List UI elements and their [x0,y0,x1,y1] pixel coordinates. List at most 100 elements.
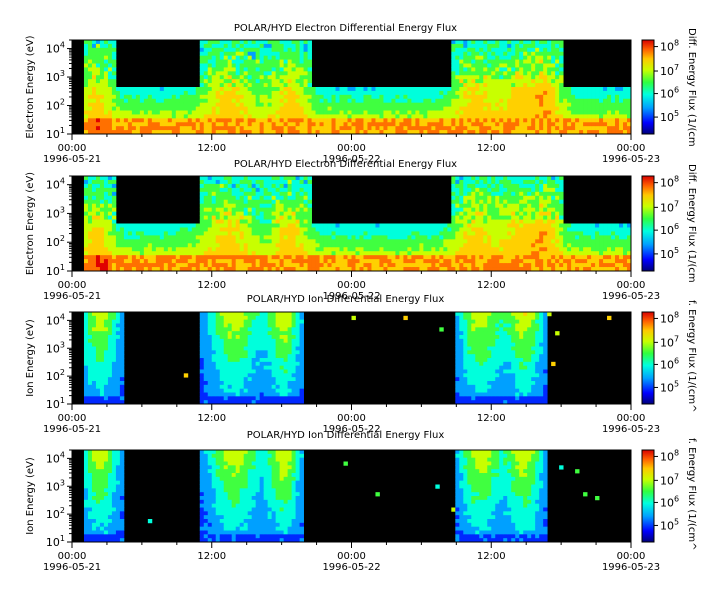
spectrogram-cell [195,259,201,264]
spectrogram-cell [303,59,308,64]
spectrogram-cell [551,126,556,131]
spectrogram-cell [335,118,340,123]
spectrogram-cell [487,183,492,189]
spectrogram-cell [279,255,285,260]
spectrogram-cell [199,98,205,104]
spectrogram-cell [307,259,312,264]
spectrogram-cell [535,59,540,64]
spectrogram-cell [103,231,109,236]
spectrogram-cell [239,102,245,107]
spectrogram-cell [219,98,225,104]
spectrogram-cell [127,87,133,92]
spectrogram-cell [339,94,344,100]
spectrogram-cell [471,235,476,240]
spectrogram-cell [271,55,277,60]
spectrogram-cell [251,267,257,272]
spectrogram-cell [627,263,632,268]
spectrogram-cell [151,118,157,123]
spectrogram-cell [307,63,312,68]
spectrogram-cell [251,255,257,260]
spectrogram-cell [107,55,113,60]
spectrogram-cell [183,106,189,111]
spectrogram-cell [475,263,480,268]
spectrogram-cell [111,255,117,260]
spectrogram-cell [471,207,476,213]
spectrogram-cell [543,239,548,244]
spectrogram-cell [247,59,253,64]
spectrogram-cell [95,114,101,119]
spectrogram-cell [243,203,249,209]
spectrogram-cell [515,176,520,181]
spectrogram-cell [283,110,289,115]
spectrogram-cell [307,118,312,123]
spectrogram-cell [247,227,253,232]
spectrogram-cell [243,199,249,205]
spectrogram-cell [115,102,121,107]
spectrogram-cell [375,251,380,256]
spectrogram-cell [471,102,476,107]
spectrogram-cell [579,130,584,135]
spectrogram-cell [523,235,528,240]
spectrogram-cell [339,263,344,268]
spectrogram-cell [235,219,241,224]
spectrogram-cell [419,118,424,123]
spectrogram-cell [491,83,496,88]
spectrogram-cell [455,98,460,104]
spectrogram-cell [451,59,456,64]
spectrogram-cell [607,227,612,232]
spectrogram-cell [243,211,249,216]
spectrogram-cell [471,231,476,236]
spectrogram-cell [223,263,229,268]
spectrogram-cell [591,223,596,228]
spectrogram-cell [475,75,480,80]
spectrogram-cell [279,71,285,76]
spectrogram-cell [171,267,177,272]
spectrogram-cell [467,191,472,197]
spectrogram-cell [131,102,137,107]
spectrogram-cell [575,263,580,268]
spectrogram-cell [607,247,612,252]
spectrogram-cell [263,255,269,260]
spectrogram-cell [355,239,360,244]
spectrogram-cell [263,215,269,220]
spectrogram-cell [491,215,496,220]
spectrogram-cell [499,67,504,72]
spectrogram-cell [575,102,580,107]
spectrogram-cell [331,255,336,260]
spectrogram-cell [135,94,141,100]
spectrogram-cell [471,122,476,127]
spectrogram-cell [187,235,193,240]
spectrogram-cell [219,176,225,181]
spectrogram-cell [219,59,225,64]
spectrogram-cell [307,247,312,252]
spectrogram-cell [619,122,624,127]
spectrogram-cell [391,122,396,127]
spectrogram-cell [479,126,484,131]
spectrogram-cell [279,98,285,104]
spectrogram-cell [551,98,556,104]
spectrogram-cell [271,90,277,96]
spectrogram-cell [535,211,540,216]
spectrogram-cell [199,251,205,256]
spectrogram-cell [519,130,524,135]
spectrogram-cell [299,199,304,205]
spectrogram-cell [507,79,512,84]
spectrogram-cell [455,199,460,205]
spectrogram-cell [279,211,285,216]
spectrogram-cell [463,130,468,135]
spectrogram-cell [503,59,508,64]
spectrogram-cell [367,235,372,240]
spectrogram-cell [463,176,468,181]
spectrogram-cell [107,263,113,268]
spectrogram-cell [363,118,368,123]
spectrogram-cell [271,203,277,209]
spectrogram-cell [507,71,512,76]
spectrogram-cell [467,106,472,111]
spectrogram-cell [543,219,548,224]
spectrogram-cell [199,255,205,260]
spectrogram-cell [523,126,528,131]
spectrogram-cell [83,191,89,197]
spectrogram-cell [455,187,460,193]
spectrogram-cell [307,106,312,111]
spectrogram-cell [227,176,233,181]
